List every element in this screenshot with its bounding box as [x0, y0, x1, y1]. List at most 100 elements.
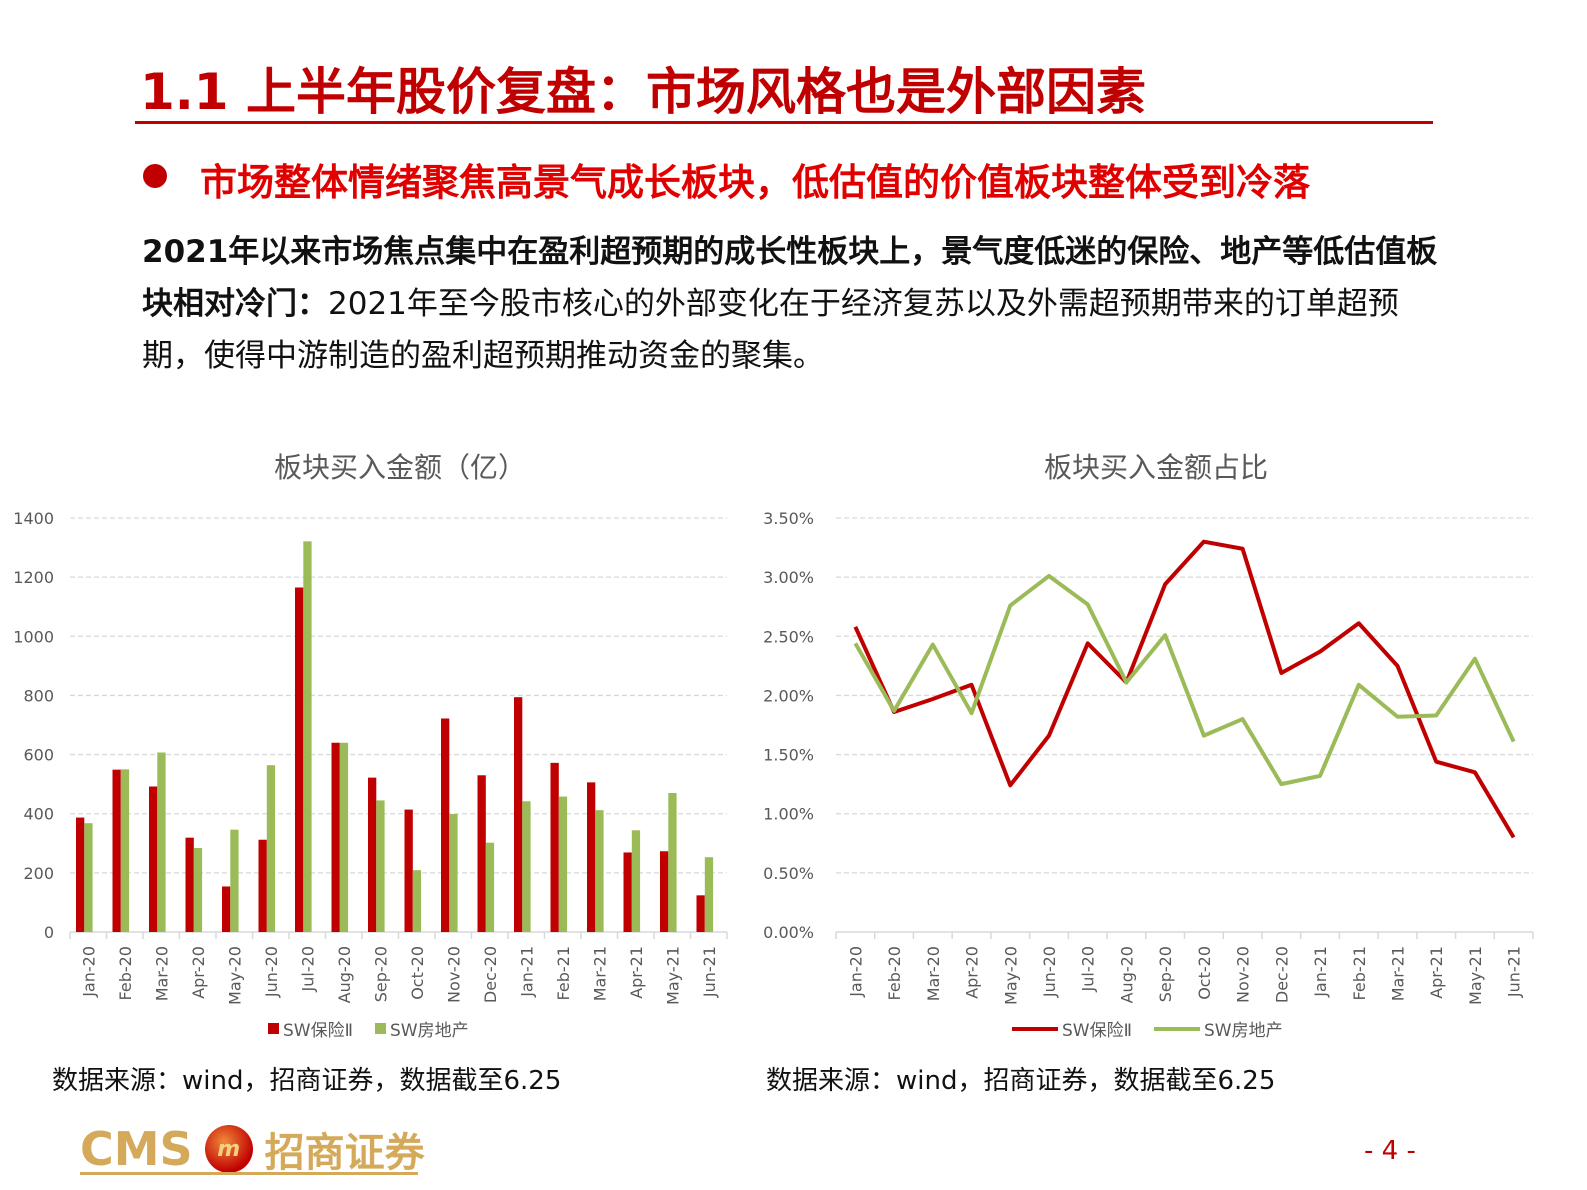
bar-insurance: [441, 718, 450, 932]
x-tick-label: May-21: [1466, 946, 1485, 1005]
bar-insurance: [696, 895, 705, 932]
y-tick-label: 2.00%: [763, 686, 814, 705]
x-tick-label: Feb-21: [554, 946, 573, 1000]
company-logo: CMS m 招商证券: [80, 1120, 425, 1178]
body-paragraph: 2021年以来市场焦点集中在盈利超预期的成长性板块上，景气度低迷的保险、地产等低…: [142, 226, 1452, 382]
x-tick-label: Jun-21: [700, 946, 719, 998]
y-tick-label: 1.00%: [763, 805, 814, 824]
y-tick-label: 600: [23, 746, 54, 765]
y-tick-label: 1400: [13, 509, 54, 528]
bar-insurance: [477, 775, 486, 932]
bar-realestate: [376, 800, 385, 932]
title-divider: [135, 121, 1433, 124]
x-tick-label: Feb-20: [116, 946, 135, 1000]
legend-item-realestate: SW房地产: [1153, 1016, 1283, 1041]
bar-insurance: [368, 777, 377, 932]
charts-svg: 0 200 400 600 800 1000 1200 1400 Jan-20 Feb-20 Mar…: [13, 509, 1534, 1005]
x-tick-label: Sep-20: [371, 946, 390, 1002]
y-tick-label: 400: [23, 805, 54, 824]
bar-insurance: [295, 587, 304, 932]
page-title: 1.1 上半年股价复盘：市场风格也是外部因素: [140, 63, 1146, 121]
x-tick-label: Jun-20: [262, 946, 281, 998]
source-right: 数据来源：wind，招商证券，数据截至6.25: [766, 1066, 1276, 1096]
bar-realestate: [522, 801, 531, 932]
bar-insurance: [112, 769, 121, 932]
body-bold: 2021年以来市场焦点集中在盈利超预期的成长性板块上，景气度低迷的保险、地产等低…: [142, 234, 1438, 322]
bar-insurance: [623, 852, 632, 932]
x-tick-label: May-20: [225, 946, 244, 1005]
bar-realestate: [668, 793, 677, 932]
logo-cn: 招商证券: [264, 1130, 425, 1176]
bar-realestate: [193, 848, 203, 932]
x-tick-label: Aug-20: [335, 946, 354, 1003]
x-tick-label: Jun-20: [1040, 946, 1059, 998]
x-tick-label: Apr-20: [963, 946, 982, 999]
y-tick-label: 200: [23, 864, 54, 883]
line-realestate: [853, 573, 1516, 787]
x-tick-label: May-21: [663, 946, 682, 1005]
bar-insurance: [404, 809, 413, 932]
bar-realestate: [230, 829, 239, 932]
bar-realestate: [558, 796, 568, 932]
x-tick-label: Aug-20: [1117, 946, 1136, 1003]
x-tick-label: Mar-20: [152, 946, 171, 1001]
body-text: 2021年至今股市核心的外部变化在于经济复苏以及外需超预期带来的订单超预期，使得…: [142, 286, 1399, 374]
y-tick-label: 1200: [13, 568, 54, 587]
bar-insurance: [185, 837, 194, 932]
bar-insurance: [587, 782, 596, 932]
bar-insurance: [222, 886, 231, 932]
legend-item-insurance: SW保险Ⅱ: [1012, 1016, 1132, 1041]
legend-swatch: [268, 1023, 279, 1034]
y-tick-label: 0.50%: [763, 864, 814, 883]
x-tick-label: Mar-20: [924, 946, 943, 1001]
legend-line: [1012, 1026, 1058, 1031]
bar-realestate: [339, 742, 349, 932]
x-tick-label: Feb-21: [1350, 946, 1369, 1000]
y-tick-label: 0: [44, 923, 54, 942]
x-tick-label: Apr-21: [627, 946, 646, 999]
bullet-icon: [143, 164, 167, 188]
bar-realestate: [485, 842, 495, 932]
x-tick-label: Sep-20: [1156, 946, 1175, 1002]
y-tick-label: 3.50%: [763, 509, 814, 528]
bar-realestate: [631, 830, 641, 932]
y-tick-label: 3.00%: [763, 568, 814, 587]
legend-item-insurance: SW保险Ⅱ: [268, 1016, 353, 1041]
bar-insurance: [149, 786, 158, 932]
bar-insurance: [76, 817, 85, 932]
x-tick-label: Apr-21: [1427, 946, 1446, 999]
bar-insurance: [331, 742, 340, 932]
x-tick-label: Jan-20: [846, 946, 865, 998]
bar-chart: 0 200 400 600 800 1000 1200 1400 Jan-20 Feb-20 Mar…: [13, 509, 728, 1005]
y-tick-label: 1.50%: [763, 746, 814, 765]
y-tick-label: 1000: [13, 627, 54, 646]
chart1-title: 板块买入金额（亿）: [273, 451, 526, 484]
bar-realestate: [266, 765, 276, 932]
x-tick-label: Dec-20: [481, 946, 500, 1003]
legend-line: [1153, 1026, 1200, 1031]
x-tick-label: Mar-21: [590, 946, 609, 1001]
x-tick-label: Nov-20: [444, 946, 463, 1003]
x-tick-label: Oct-20: [408, 946, 427, 1000]
bar-realestate: [303, 541, 312, 932]
bar-realestate: [704, 857, 714, 932]
x-tick-label: Jan-20: [79, 946, 98, 998]
x-tick-label: Jul-20: [298, 946, 317, 992]
bar-insurance: [514, 697, 523, 932]
bar-insurance: [550, 762, 559, 932]
x-tick-label: May-20: [1001, 946, 1020, 1005]
legend-item-realestate: SW房地产: [374, 1016, 469, 1041]
x-tick-label: Jun-21: [1505, 946, 1524, 998]
bar-insurance: [258, 839, 267, 932]
chart2-legend: SW保险Ⅱ SW房地产: [1012, 1016, 1283, 1041]
x-tick-label: Jan-21: [517, 946, 536, 998]
bar-realestate: [595, 810, 604, 932]
line-chart: 0.00% 0.50% 1.00% 1.50% 2.00% 2.50% 3.00% 3.50%…: [763, 509, 1534, 1005]
line-insurance: [853, 539, 1516, 839]
x-tick-label: Nov-20: [1234, 946, 1253, 1003]
bullet-heading: 市场整体情绪聚焦高景气成长板块，低估值的价值板块整体受到冷落: [200, 161, 1310, 204]
x-tick-label: Feb-20: [885, 946, 904, 1000]
logo-underline: [80, 1172, 418, 1175]
bar-realestate: [84, 823, 93, 932]
bar-insurance: [660, 851, 669, 932]
